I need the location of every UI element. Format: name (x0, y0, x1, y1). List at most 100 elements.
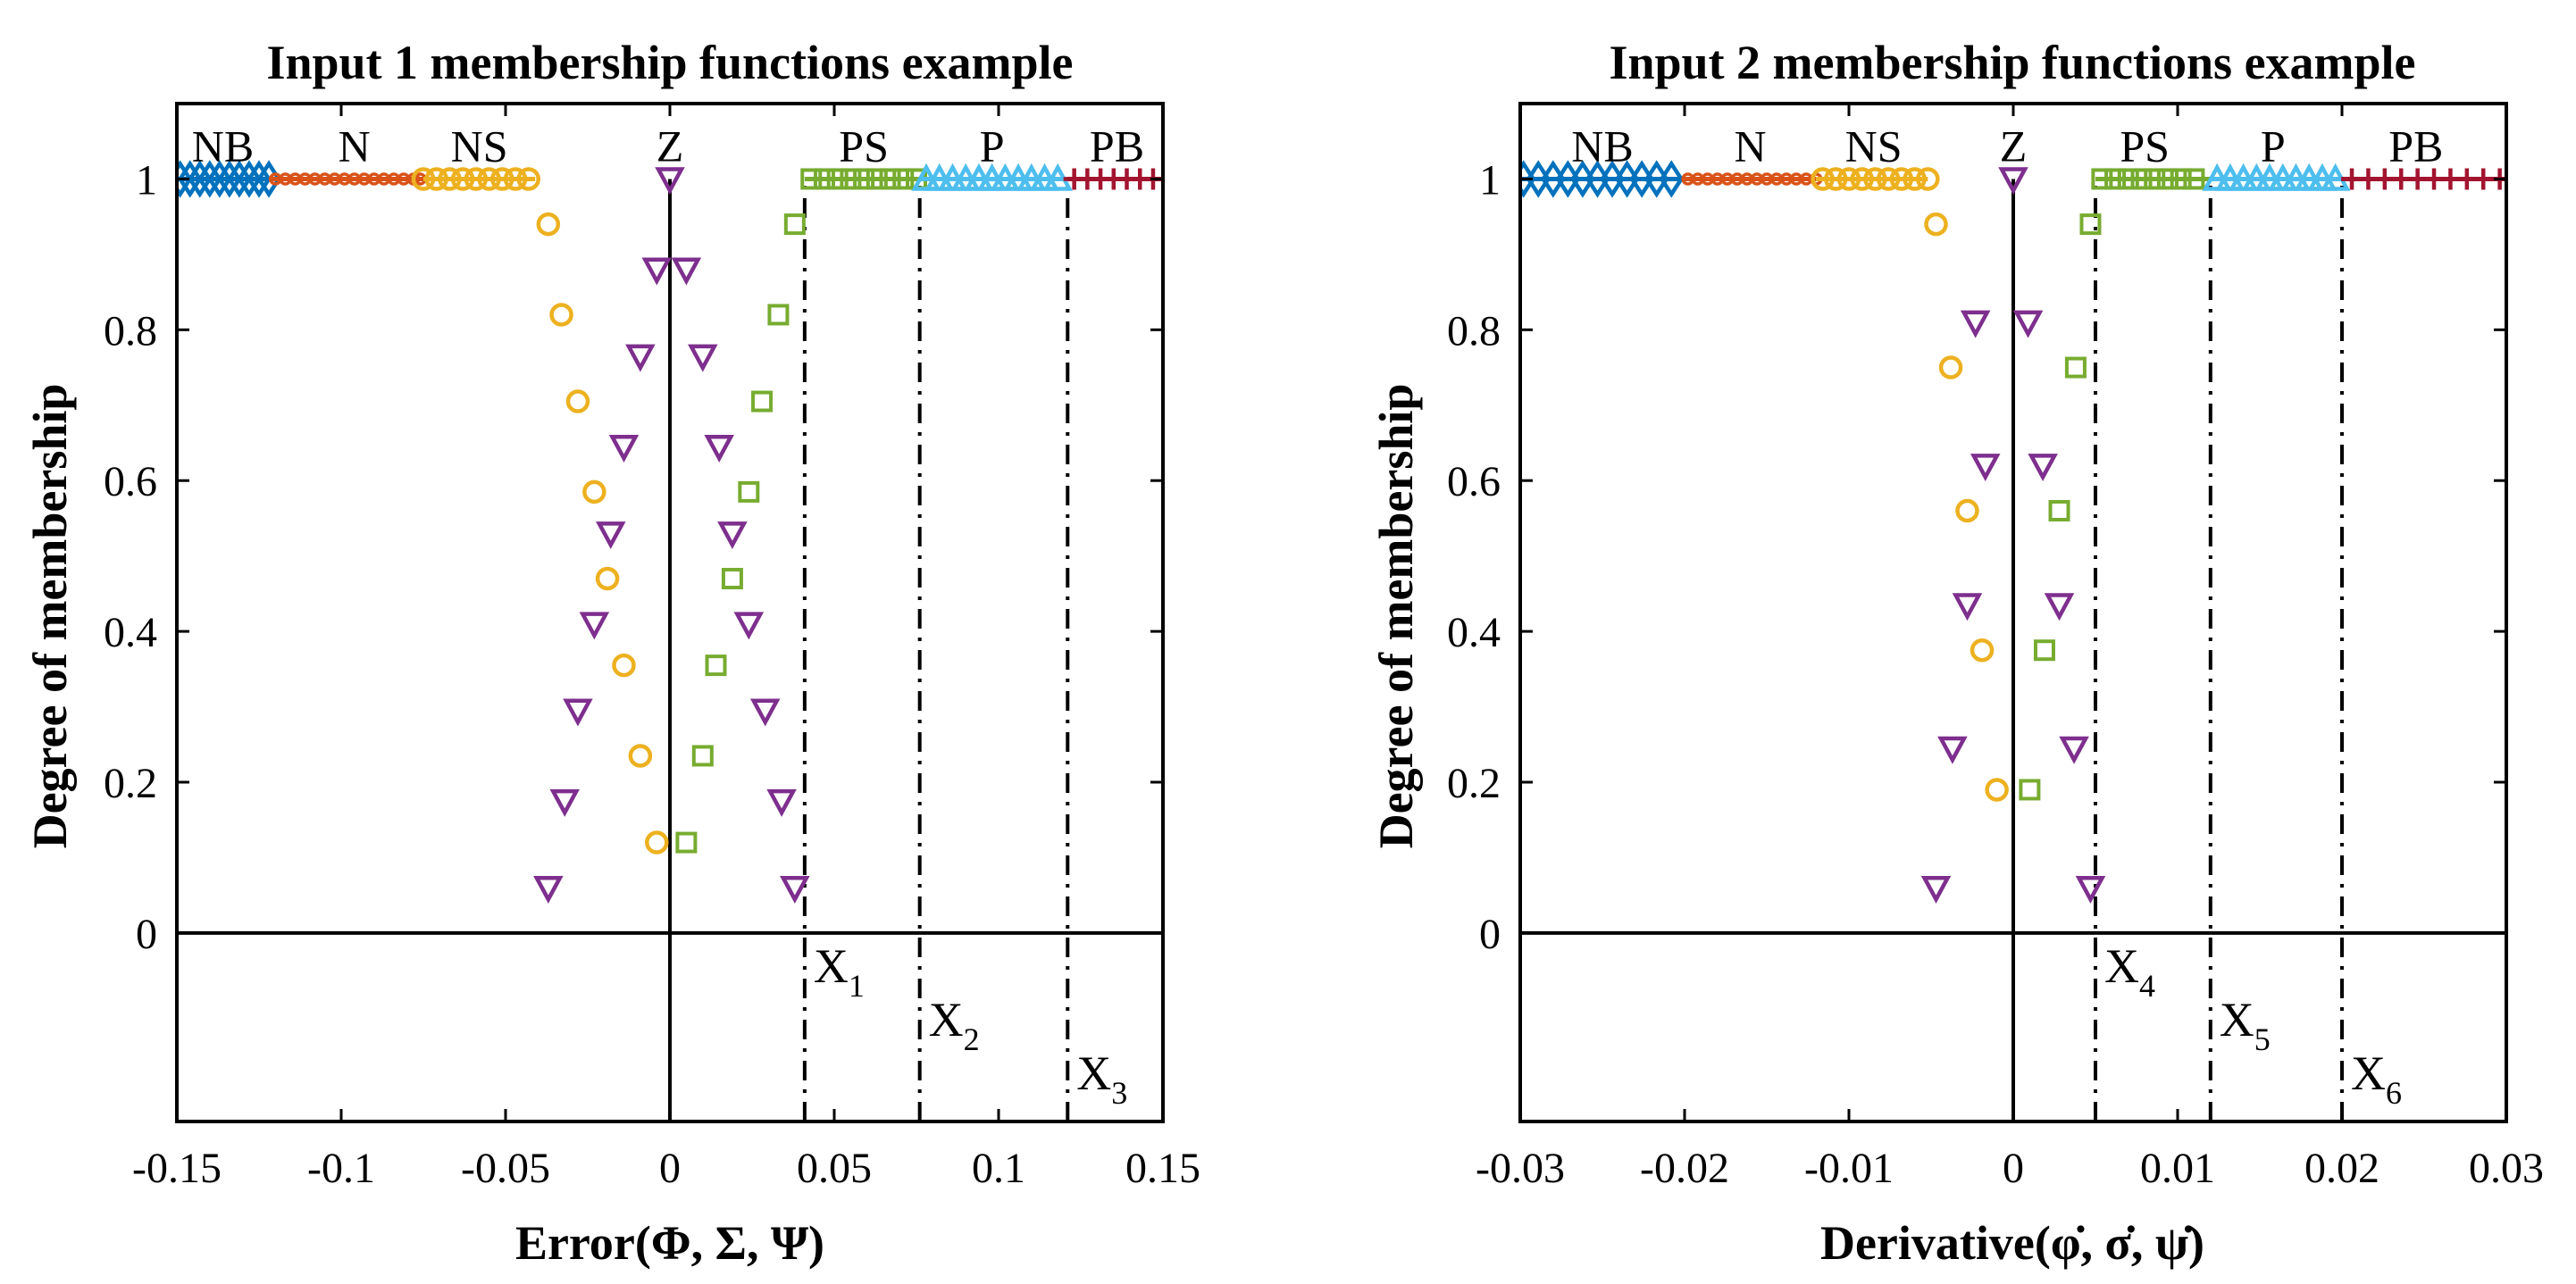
marker-nb (188, 160, 213, 198)
x-tick-label: 0.01 (2140, 1145, 2215, 1192)
marker-z (549, 788, 581, 817)
mf-label-pb: PB (1090, 121, 1144, 171)
reference-label-letter: X (2220, 993, 2254, 1046)
marker-ns (1924, 212, 1948, 237)
reference-label-subscript: 6 (2386, 1075, 2402, 1111)
marker-z (2075, 875, 2106, 904)
marker-z (641, 257, 673, 286)
y-tick-label: 0.6 (104, 458, 157, 505)
marker-z (749, 698, 781, 727)
marker-z (2044, 593, 2075, 621)
x-tick-label: -0.05 (461, 1145, 550, 1192)
reference-label-subscript: 2 (964, 1021, 980, 1057)
x-tick-label: 0.1 (972, 1145, 1025, 1192)
y-tick-label: 1 (1479, 156, 1501, 204)
x-tick-label: 0.05 (797, 1145, 872, 1192)
marker-ps (866, 168, 888, 190)
marker-z (780, 875, 810, 904)
marker-z (1920, 875, 1952, 904)
marker-ns (503, 167, 528, 191)
x-tick-label: -0.15 (132, 1145, 222, 1192)
marker-ps (2091, 168, 2113, 190)
marker-z (655, 167, 685, 196)
mf-label-nb: NB (192, 121, 254, 171)
marker-ns (1850, 167, 1874, 191)
x-axis-label-text: Derivative (1820, 1216, 2035, 1270)
marker-ns (1811, 167, 1835, 191)
x-tick-label: -0.03 (1476, 1145, 1565, 1192)
marker-z (688, 344, 718, 372)
marker-z (608, 434, 640, 463)
marker-nb (1659, 160, 1684, 198)
marker-nb (227, 160, 252, 198)
reference-label: X4 (2104, 939, 2155, 1004)
marker-ps (751, 390, 774, 413)
marker-ns (1836, 167, 1861, 191)
series-ns (411, 167, 669, 855)
marker-ps (840, 168, 862, 190)
marker-ns (628, 744, 653, 768)
marker-ns (1916, 167, 1940, 191)
x-tick-label: 0.02 (2304, 1145, 2379, 1192)
chart-input2: Input 2 membership functions example Deg… (1369, 36, 2544, 1270)
marker-ps (783, 213, 806, 236)
marker-ns (595, 566, 620, 591)
mf-label-ps: PS (839, 121, 889, 171)
marker-nb (197, 160, 222, 198)
marker-ns (645, 830, 669, 855)
marker-ns (450, 167, 475, 191)
reference-label-subscript: 4 (2139, 968, 2155, 1004)
y-tick-label: 0 (1479, 911, 1501, 958)
marker-nb (178, 160, 203, 198)
marker-z (2012, 310, 2044, 338)
series-ps (675, 168, 927, 854)
marker-ns (1863, 167, 1887, 191)
marker-ns (1985, 778, 2009, 802)
marker-z (1970, 454, 2001, 482)
series-p (911, 163, 1074, 191)
marker-ps (826, 168, 849, 190)
marker-z (704, 434, 734, 463)
mf-label-n: N (339, 121, 371, 171)
marker-z (733, 612, 765, 640)
marker-ns (536, 212, 561, 237)
reference-label-subscript: 5 (2254, 1021, 2271, 1057)
marker-ps (2019, 779, 2041, 801)
y-tick-label: 0.4 (1447, 609, 1501, 656)
marker-ps (721, 568, 743, 589)
marker-ps (800, 168, 823, 190)
marker-ps (691, 745, 714, 767)
marker-z (533, 875, 564, 904)
y-tick-label: 0 (136, 911, 157, 958)
marker-ns (490, 167, 514, 191)
reference-label-letter: X (1076, 1046, 1111, 1100)
marker-ns (1889, 167, 1914, 191)
y-tick-label: 0.2 (1447, 760, 1501, 807)
marker-z (595, 521, 626, 550)
marker-ps (2170, 168, 2192, 190)
marker-ps (2144, 168, 2166, 190)
mf-label-z: Z (657, 121, 684, 171)
x-axis-label-args: (φ̇, σ̇, ψ̇) (2035, 1216, 2204, 1270)
series-p (2202, 163, 2351, 191)
reference-label-letter: X (2104, 939, 2139, 993)
y-tick-label: 0.2 (104, 760, 157, 807)
marker-nb (237, 160, 262, 198)
y-axis-label: Degree of membership (23, 384, 77, 849)
series-n (1681, 172, 1823, 186)
series-n (269, 172, 427, 186)
mf-label-nb: NB (1571, 121, 1633, 171)
series-z (1920, 167, 2106, 904)
marker-nb (247, 160, 272, 198)
marker-ps (2183, 168, 2205, 190)
marker-z (563, 698, 593, 727)
marker-z (1952, 593, 1983, 621)
marker-ns (565, 389, 590, 413)
x-tick-label: 0 (2003, 1145, 2024, 1192)
reference-label-letter: X (814, 939, 849, 993)
y-tick-label: 0.6 (1447, 458, 1501, 505)
marker-ps (2104, 168, 2127, 190)
marker-ns (549, 303, 573, 327)
chart-input1: Input 1 membership functions example Deg… (23, 36, 1200, 1270)
x-tick-label: -0.1 (307, 1145, 375, 1192)
